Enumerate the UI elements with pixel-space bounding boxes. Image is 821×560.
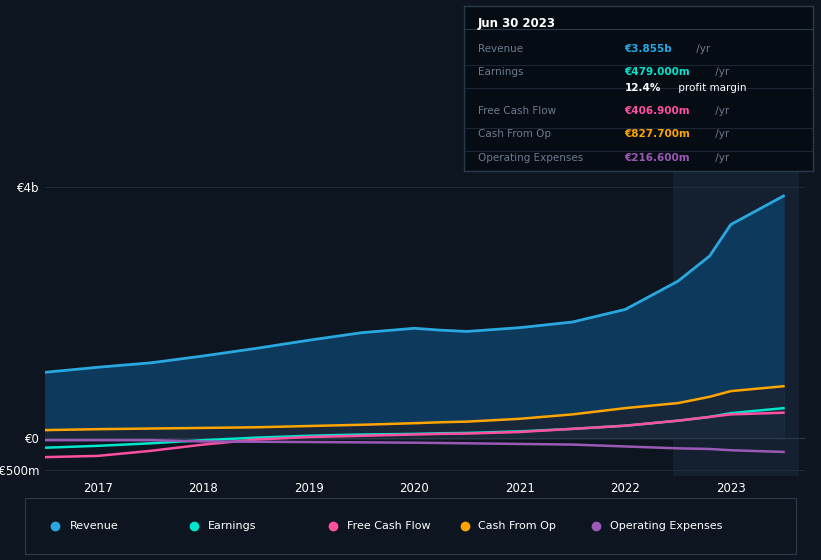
Text: /yr: /yr: [713, 152, 730, 162]
Text: /yr: /yr: [713, 129, 730, 139]
Text: €827.700m: €827.700m: [624, 129, 690, 139]
Text: Jun 30 2023: Jun 30 2023: [478, 17, 556, 30]
Text: 12.4%: 12.4%: [624, 83, 661, 93]
Text: profit margin: profit margin: [675, 83, 746, 93]
Text: Earnings: Earnings: [478, 67, 523, 77]
Text: Cash From Op: Cash From Op: [478, 129, 551, 139]
Text: Operating Expenses: Operating Expenses: [478, 152, 583, 162]
Text: Earnings: Earnings: [209, 521, 257, 531]
Text: Cash From Op: Cash From Op: [479, 521, 557, 531]
Text: /yr: /yr: [713, 106, 730, 116]
Text: Free Cash Flow: Free Cash Flow: [347, 521, 431, 531]
Text: Free Cash Flow: Free Cash Flow: [478, 106, 556, 116]
Text: Operating Expenses: Operating Expenses: [610, 521, 722, 531]
Text: /yr: /yr: [693, 44, 710, 54]
Bar: [672, 168, 800, 476]
Text: €406.900m: €406.900m: [624, 106, 690, 116]
Text: €479.000m: €479.000m: [624, 67, 690, 77]
Text: Revenue: Revenue: [70, 521, 118, 531]
Text: Revenue: Revenue: [478, 44, 523, 54]
Text: €3.855b: €3.855b: [624, 44, 672, 54]
Text: €216.600m: €216.600m: [624, 152, 690, 162]
Text: /yr: /yr: [713, 67, 730, 77]
